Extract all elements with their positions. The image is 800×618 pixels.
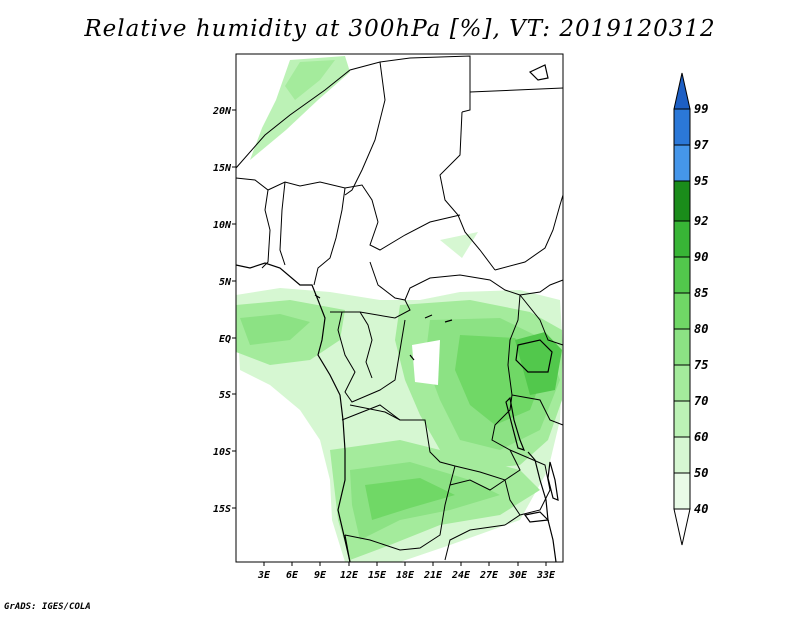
colorbar-bin-95-97 xyxy=(673,144,691,182)
lake-malawi xyxy=(547,461,559,501)
lat-label-EQ: EQ xyxy=(219,334,231,345)
colorbar-bin-80-85 xyxy=(673,292,691,330)
colorbar xyxy=(673,72,691,546)
cbar-label-80: 80 xyxy=(694,322,708,336)
colorbar-labels: 40 50 60 70 75 80 85 90 92 95 97 99 xyxy=(694,102,709,516)
lat-label-10S: 10S xyxy=(213,447,231,458)
grads-credit: GrADS: IGES/COLA xyxy=(4,602,91,612)
colorbar-bin-70-75 xyxy=(673,364,691,402)
longitude-axis: 3E 6E 9E 12E 15E 18E 21E 24E 27E 30E 33E xyxy=(257,562,556,581)
cbar-label-60: 60 xyxy=(694,430,708,444)
humidity-field xyxy=(236,56,563,562)
colorbar-bin-97-99 xyxy=(673,108,691,146)
coastlines xyxy=(235,64,559,563)
lon-label-18E: 18E xyxy=(396,570,415,581)
lat-label-15N: 15N xyxy=(213,163,232,174)
lon-label-9E: 9E xyxy=(314,570,327,581)
lake-tanganyika xyxy=(505,396,526,451)
colorbar-bin-under xyxy=(673,508,691,546)
lon-label-6E: 6E xyxy=(286,570,299,581)
cbar-label-75: 75 xyxy=(694,358,708,372)
lat-label-5S: 5S xyxy=(219,390,231,401)
cbar-label-40: 40 xyxy=(694,502,708,516)
lon-label-33E: 33E xyxy=(536,570,556,581)
cbar-label-92: 92 xyxy=(694,214,708,228)
colorbar-bin-85-90 xyxy=(673,256,691,294)
lat-label-5N: 5N xyxy=(219,277,232,288)
latitude-axis: 20N 15N 10N 5N EQ 5S 10S 15S xyxy=(212,106,236,515)
cbar-label-70: 70 xyxy=(694,394,708,408)
lon-label-24E: 24E xyxy=(451,570,471,581)
cbar-label-95: 95 xyxy=(694,174,708,188)
lon-label-3E: 3E xyxy=(257,570,271,581)
cbar-label-97: 97 xyxy=(694,138,709,152)
lat-label-10N: 10N xyxy=(213,220,232,231)
lon-label-15E: 15E xyxy=(368,570,387,581)
colorbar-bin-over xyxy=(673,72,691,110)
lat-label-15S: 15S xyxy=(213,504,231,515)
cbar-label-99: 99 xyxy=(694,102,708,116)
lon-label-21E: 21E xyxy=(423,570,443,581)
colorbar-bin-90-92 xyxy=(673,220,691,258)
map-frame xyxy=(235,53,564,563)
colorbar-bin-92-95 xyxy=(673,180,691,222)
colorbar-bin-50-60 xyxy=(673,436,691,474)
colorbar-bin-40-50 xyxy=(673,472,691,510)
country-borders xyxy=(235,55,564,563)
cbar-label-50: 50 xyxy=(694,466,708,480)
lake-victoria xyxy=(515,339,553,373)
colorbar-bin-60-70 xyxy=(673,400,691,438)
colorbar-bin-75-80 xyxy=(673,328,691,366)
cbar-label-85: 85 xyxy=(694,286,708,300)
lon-label-30E: 30E xyxy=(508,570,528,581)
map-title: Relative humidity at 300hPa [%], VT: 201… xyxy=(84,16,716,42)
lon-label-12E: 12E xyxy=(340,570,359,581)
cbar-label-90: 90 xyxy=(694,250,708,264)
lon-label-27E: 27E xyxy=(479,570,499,581)
lat-label-20N: 20N xyxy=(212,106,232,117)
